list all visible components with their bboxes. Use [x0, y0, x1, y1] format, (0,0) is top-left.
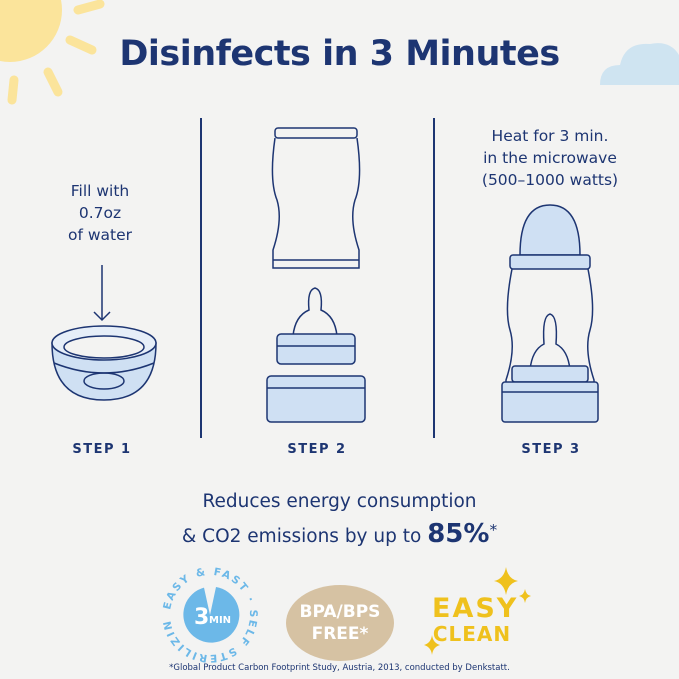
sun-decoration — [0, 0, 105, 105]
footnote: *Global Product Carbon Footprint Study, … — [169, 663, 510, 673]
claim-line2: & CO2 emissions by up to 85%* — [0, 516, 679, 551]
page-title: Disinfects in 3 Minutes — [119, 34, 560, 74]
divider — [433, 118, 435, 438]
note-line: (500–1000 watts) — [481, 171, 619, 189]
clean-text: CLEAN — [432, 622, 512, 646]
sterilizing-badge: EASY & FAST · SELF STERILIZING · 3 MIN — [160, 565, 257, 664]
claim-asterisk: * — [489, 521, 498, 539]
badge-unit: MIN — [209, 615, 231, 626]
bpa-line2: FREE* — [311, 624, 369, 644]
sparkle-icons — [424, 567, 531, 655]
note-line: 0.7oz — [78, 204, 122, 222]
easy-text: EASY — [432, 593, 519, 624]
bpa-free-badge: BPA/BPS FREE* — [286, 585, 394, 661]
bottle-body-icon — [271, 127, 361, 269]
step2-illustration — [266, 127, 366, 423]
note-line: Fill with — [70, 182, 130, 200]
divider — [200, 118, 202, 438]
claim-line1: Reduces energy consumption — [202, 491, 477, 512]
step3-instruction: Heat for 3 min. in the microwave (500–10… — [460, 125, 640, 191]
bowl-icon — [51, 325, 157, 401]
cloud-decoration — [600, 43, 679, 85]
clock-icon — [183, 587, 240, 643]
energy-claim: Reduces energy consumption & CO2 emissio… — [0, 488, 679, 551]
step1-instruction: Fill with 0.7oz of water — [40, 180, 160, 246]
bpa-line1: BPA/BPS — [299, 602, 381, 622]
note-line: of water — [67, 226, 133, 244]
note-line: Heat for 3 min. — [491, 127, 609, 145]
claim-prefix: & CO2 emissions by up to — [181, 526, 428, 548]
step1-label: STEP 1 — [72, 442, 132, 457]
nipple-icon — [266, 287, 366, 423]
step1-illustration — [51, 265, 157, 401]
easy-clean-badge: EASY CLEAN — [432, 593, 519, 646]
step3-label: STEP 3 — [521, 442, 581, 457]
arrow-down-icon — [93, 265, 111, 322]
badge-number: 3 — [194, 605, 209, 630]
note-line: in the microwave — [483, 149, 617, 167]
step2-label: STEP 2 — [287, 442, 347, 457]
step3-illustration — [501, 204, 599, 423]
claim-highlight: 85% — [427, 519, 490, 550]
